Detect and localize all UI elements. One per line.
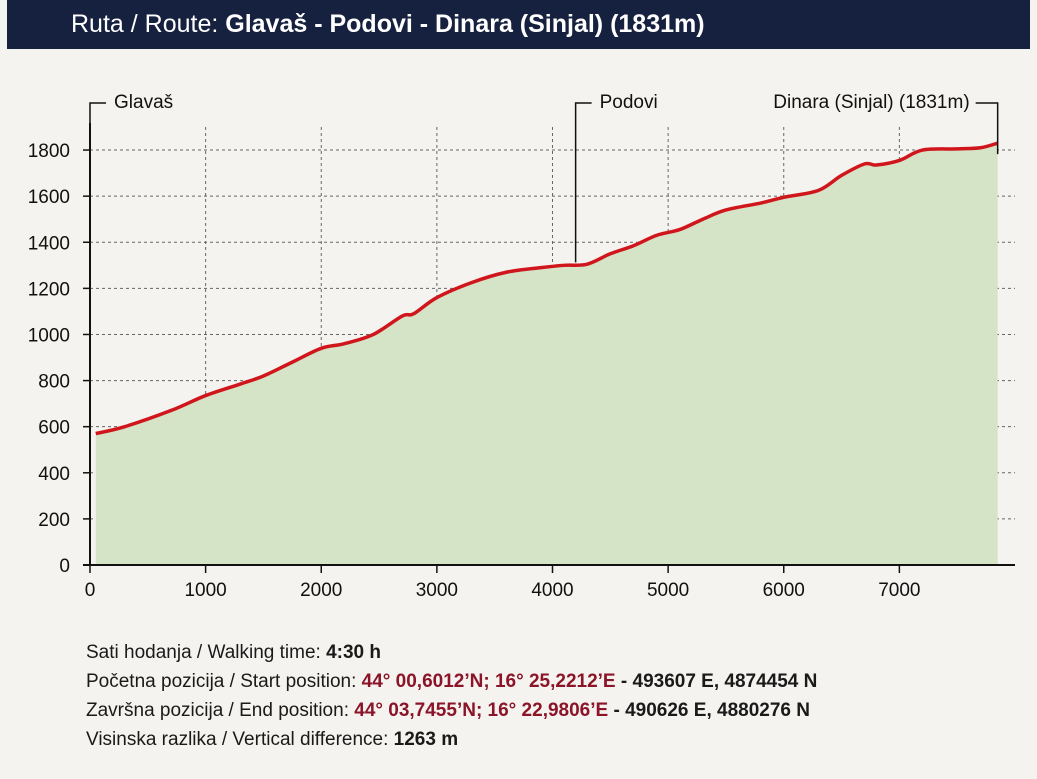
route-prefix: Ruta / Route: xyxy=(71,10,219,38)
y-tick-label: 800 xyxy=(38,372,70,393)
y-tick-label: 200 xyxy=(38,510,70,531)
waypoint-annotation: Glavaš xyxy=(89,92,173,123)
end-position-coord: 44° 03,7455’N; 16° 22,9806’E xyxy=(354,700,609,721)
end-position-grid: - 490626 E, 4880276 N xyxy=(613,700,810,721)
x-tick-label: 6000 xyxy=(763,580,805,601)
end-position-row: Završna pozicija / End position: 44° 03,… xyxy=(86,696,817,725)
route-header: Ruta / Route: Glavaš - Podovi - Dinara (… xyxy=(7,0,1030,49)
waypoint-annotation: Dinara (Sinjal) (1831m) xyxy=(773,92,999,155)
y-tick-label: 1600 xyxy=(28,187,70,208)
walking-time-row: Sati hodanja / Walking time: 4:30 h xyxy=(86,638,817,667)
annotation-layer: Glavaš Podovi Dinara (Sinjal) (1831m) xyxy=(89,92,999,263)
y-tick-label: 1000 xyxy=(28,325,70,346)
vertical-difference-row: Visinska razlika / Vertical difference: … xyxy=(86,725,817,754)
waypoint-label: Dinara (Sinjal) (1831m) xyxy=(773,92,969,113)
elevation-line xyxy=(95,141,999,436)
end-position-label: Završna pozicija / End position: xyxy=(86,700,349,721)
start-position-grid: - 493607 E, 4874454 N xyxy=(620,671,818,692)
y-tick-label: 400 xyxy=(38,464,70,485)
x-tick-label: 1000 xyxy=(184,580,226,601)
waypoint-label: Podovi xyxy=(600,92,658,113)
walking-time-label: Sati hodanja / Walking time: xyxy=(86,642,321,663)
route-info: Sati hodanja / Walking time: 4:30 h Poče… xyxy=(86,638,817,754)
elevation-chart: 0 200 400 600 800 1000 1200 1400 1600 1800 0 1000 20… xyxy=(28,92,1015,601)
vertical-difference-label: Visinska razlika / Vertical difference: xyxy=(86,729,389,750)
y-tick-label: 0 xyxy=(59,556,70,577)
x-tick-label: 5000 xyxy=(647,580,689,601)
start-position-label: Početna pozicija / Start position: xyxy=(86,671,357,692)
waypoint-annotation: Podovi xyxy=(574,92,658,263)
waypoint-label: Glavaš xyxy=(114,92,173,113)
start-position-coord: 44° 00,6012’N; 16° 25,2212’E xyxy=(361,671,616,692)
x-tick-label: 3000 xyxy=(416,580,458,601)
y-tick-label: 1200 xyxy=(28,279,70,300)
y-tick-label: 1400 xyxy=(28,233,70,254)
axis-layer: 0 200 400 600 800 1000 1200 1400 1600 1800 0 1000 20… xyxy=(28,123,1015,601)
x-tick-label: 7000 xyxy=(878,580,920,601)
elevation-area xyxy=(95,143,998,565)
route-name: Glavaš - Podovi - Dinara (Sinjal) (1831m… xyxy=(225,10,705,38)
vertical-difference-value: 1263 m xyxy=(393,729,459,750)
x-tick-label: 0 xyxy=(85,580,96,601)
x-tick-label: 2000 xyxy=(300,580,342,601)
y-tick-label: 600 xyxy=(38,418,70,439)
start-position-row: Početna pozicija / Start position: 44° 0… xyxy=(86,667,817,696)
y-tick-label: 1800 xyxy=(28,141,70,162)
x-tick-label: 4000 xyxy=(531,580,573,601)
walking-time-value: 4:30 h xyxy=(326,642,382,663)
